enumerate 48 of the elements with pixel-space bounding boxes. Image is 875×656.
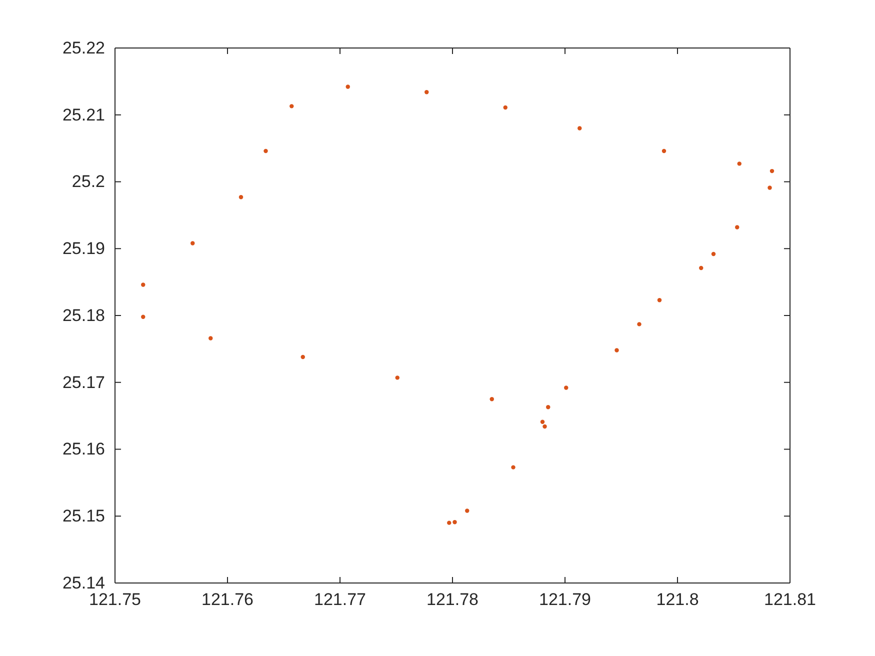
point — [542, 424, 547, 429]
point — [614, 348, 619, 352]
point — [564, 386, 568, 390]
x-tick-label: 121.8 — [656, 590, 699, 610]
point — [511, 465, 516, 470]
x-tick-label: 121.76 — [202, 590, 254, 610]
point — [711, 252, 716, 256]
point — [546, 405, 550, 410]
point — [540, 420, 545, 424]
point — [662, 148, 666, 154]
x-tick-label: 121.79 — [539, 590, 591, 610]
x-tick-label: 121.78 — [426, 590, 478, 610]
y-tick-label: 25.17 — [62, 372, 105, 392]
point — [395, 376, 400, 380]
y-tick-label: 25.16 — [62, 440, 105, 459]
point — [699, 266, 704, 270]
point — [768, 186, 772, 190]
point — [290, 104, 294, 108]
y-tick-label: 25.21 — [62, 105, 105, 124]
point — [190, 241, 195, 246]
y-tick-label: 25.14 — [62, 573, 105, 592]
point — [465, 508, 470, 513]
y-tick-label: 25.19 — [62, 239, 105, 258]
y-tick-label: 25.18 — [62, 306, 105, 325]
point — [424, 90, 429, 94]
point — [490, 396, 494, 402]
point — [141, 314, 146, 319]
point — [770, 168, 774, 174]
point — [578, 126, 582, 130]
point — [735, 225, 740, 230]
point — [637, 322, 642, 326]
point — [503, 105, 508, 110]
point — [452, 520, 457, 524]
point — [737, 162, 742, 166]
point — [657, 298, 662, 302]
point — [141, 282, 146, 287]
point — [346, 84, 350, 89]
y-tick-label: 25.22 — [62, 38, 105, 58]
point — [300, 354, 305, 360]
point — [238, 195, 244, 200]
point — [264, 148, 268, 154]
x-tick-label: 121.75 — [89, 590, 141, 610]
x-tick-label: 121.77 — [314, 590, 366, 610]
y-tick-label: 25.2 — [72, 172, 105, 192]
y-tick-label: 25.15 — [62, 506, 105, 526]
x-tick-label: 121.81 — [764, 590, 816, 610]
point — [208, 336, 213, 340]
point — [447, 520, 452, 525]
